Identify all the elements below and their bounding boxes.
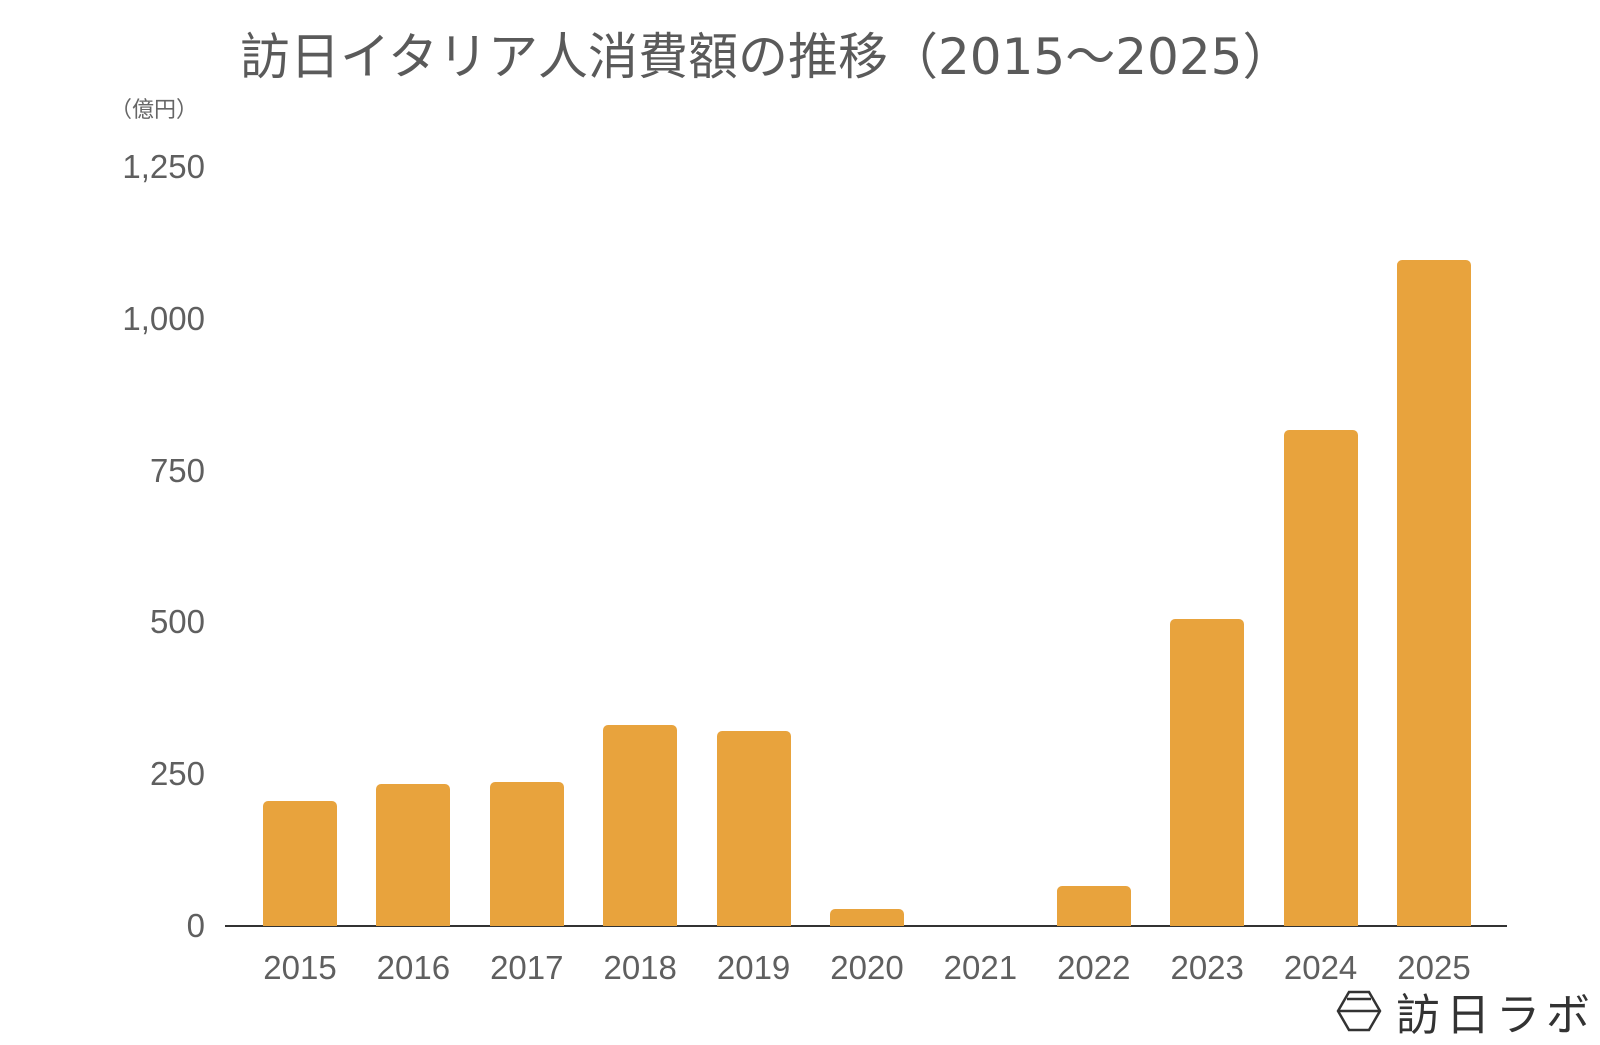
bar-2022	[1056, 885, 1131, 926]
x-axis-baseline	[225, 925, 1507, 927]
x-tick-label: 2015	[263, 949, 337, 986]
y-tick-label: 1,000	[122, 299, 205, 337]
chart-title: 訪日イタリア人消費額の推移（2015〜2025）	[240, 28, 1293, 86]
x-tick-label: 2023	[1170, 949, 1244, 986]
x-tick-label: 2019	[716, 949, 791, 986]
y-tick-label: 500	[149, 603, 205, 641]
x-tick-label: 2016	[376, 949, 451, 986]
x-tick-label: 2020	[830, 949, 904, 986]
x-tick-label: 2025	[1397, 949, 1471, 986]
bar-2016	[376, 783, 451, 926]
x-tick-label: 2021	[943, 949, 1018, 986]
y-axis-unit-label: （億円）	[110, 98, 199, 123]
y-tick-label: 1,250	[122, 148, 205, 185]
y-tick-label: 0	[186, 907, 205, 944]
watermark-text: 訪日ラボ	[1396, 990, 1596, 1041]
bar-2018	[603, 725, 678, 926]
bar-2024	[1283, 429, 1358, 926]
x-tick-label: 2022	[1057, 949, 1131, 986]
bar-2017	[489, 782, 564, 926]
x-tick-label: 2017	[490, 949, 564, 986]
hexagon-logo-icon	[1336, 990, 1382, 1032]
y-tick-label: 750	[149, 451, 205, 489]
bar-2023	[1170, 619, 1245, 926]
y-tick-label: 250	[149, 755, 205, 793]
bar-2020	[830, 908, 904, 926]
watermark: 訪日ラボ	[1336, 985, 1596, 1041]
x-tick-label: 2018	[603, 949, 677, 986]
bar-2019	[716, 731, 791, 926]
x-tick-label: 2024	[1283, 949, 1358, 986]
bar-2015	[263, 800, 337, 926]
bar-2025	[1397, 259, 1471, 926]
